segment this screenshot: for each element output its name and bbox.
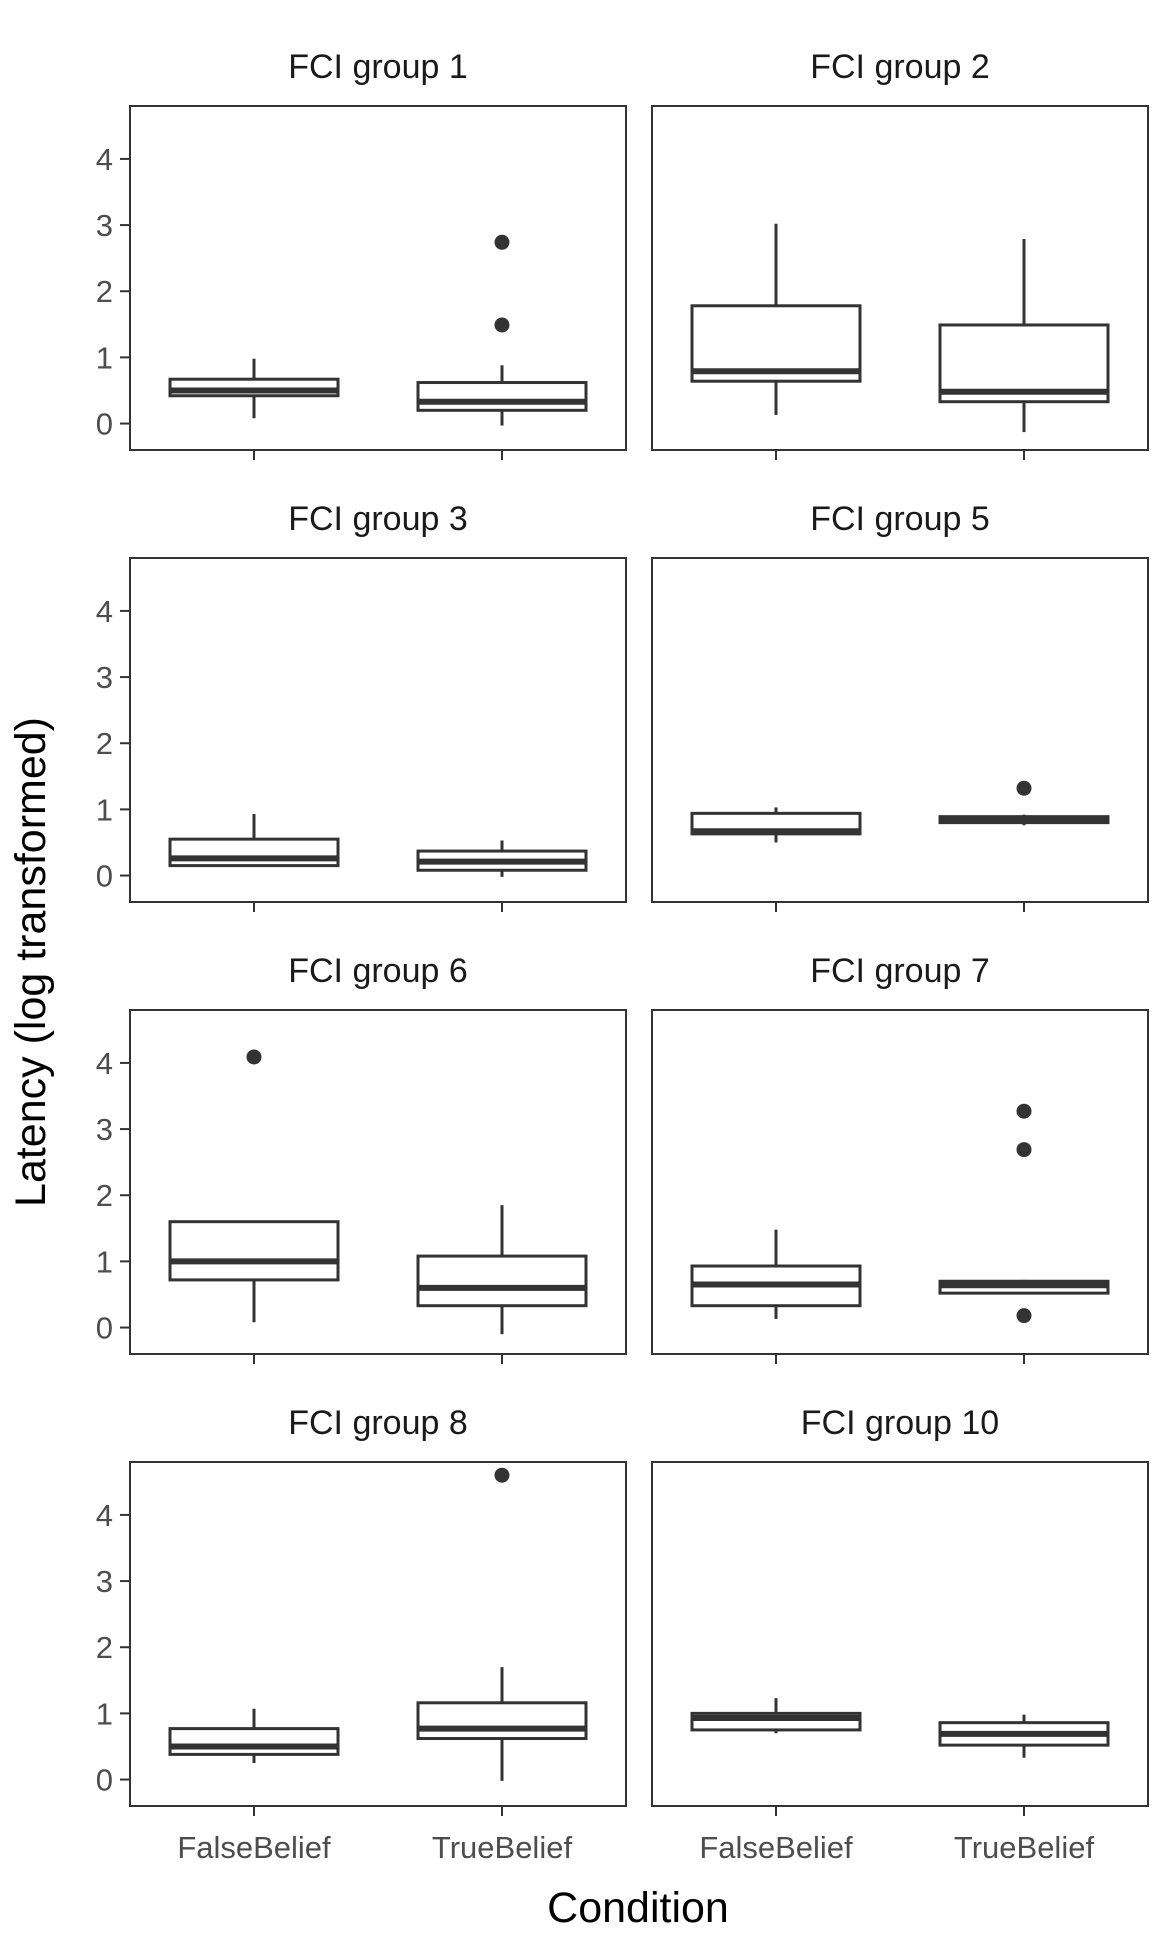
y-tick-label: 1	[96, 792, 113, 827]
box-truebelief	[938, 1714, 1110, 1758]
iqr-box	[168, 1220, 340, 1282]
panel-border	[651, 1461, 1149, 1807]
box-falsebelief	[690, 1698, 862, 1734]
y-tick-label: 3	[96, 1112, 113, 1147]
panel-3: FCI group 3 0 1 2 3 4	[96, 500, 627, 912]
box-falsebelief	[168, 814, 340, 868]
y-tick-label: 0	[96, 407, 113, 442]
y-tick-label: 1	[96, 1696, 113, 1731]
panel-border	[651, 557, 1149, 903]
y-tick-label: 0	[96, 1763, 113, 1798]
y-tick-label: 2	[96, 274, 113, 309]
y-tick-label: 1	[96, 1244, 113, 1279]
box-truebelief	[938, 1103, 1110, 1324]
panel-5: FCI group 6 0 1 2 3 4	[96, 952, 627, 1364]
outlier-point	[494, 317, 510, 333]
iqr-box	[168, 1727, 340, 1756]
panel-title: FCI group 5	[810, 500, 990, 538]
y-tick-label: 0	[96, 859, 113, 894]
box-truebelief	[938, 238, 1110, 433]
box-falsebelief	[168, 1049, 340, 1323]
iqr-box	[416, 1701, 588, 1741]
y-tick-label: 1	[96, 340, 113, 375]
x-tick-label: FalseBelief	[177, 1830, 331, 1865]
box-falsebelief	[690, 223, 862, 415]
iqr-box	[168, 837, 340, 868]
y-tick-label: 2	[96, 1630, 113, 1665]
iqr-box	[416, 1254, 588, 1308]
y-tick-label: 3	[96, 208, 113, 243]
panel-border	[129, 1009, 627, 1355]
box-falsebelief	[690, 1229, 862, 1319]
y-tick-label: 3	[96, 660, 113, 695]
outlier-point	[1016, 1142, 1032, 1158]
panel-border	[651, 1009, 1149, 1355]
x-axis-title: Condition	[547, 1884, 729, 1932]
y-tick-label: 4	[96, 142, 113, 177]
x-tick-label: FalseBelief	[699, 1830, 853, 1865]
panel-border	[129, 557, 627, 903]
panel-2: FCI group 2	[651, 48, 1149, 460]
panel-title: FCI group 3	[288, 500, 468, 538]
y-tick-label: 0	[96, 1311, 113, 1346]
outlier-point	[494, 1467, 510, 1483]
box-falsebelief	[168, 358, 340, 419]
panel-1: FCI group 1 0 1 2 3 4	[96, 48, 627, 460]
box-falsebelief	[690, 807, 862, 843]
box-truebelief	[416, 234, 588, 426]
outlier-point	[246, 1049, 262, 1065]
iqr-box	[416, 381, 588, 412]
panel-border	[129, 105, 627, 451]
panel-title: FCI group 1	[288, 48, 468, 86]
panel-title: FCI group 7	[810, 952, 990, 990]
x-tick-label: TrueBelief	[432, 1830, 573, 1865]
panel-title: FCI group 10	[801, 1404, 999, 1442]
y-axis-title: Latency (log transformed)	[7, 717, 55, 1207]
y-tick-label: 4	[96, 1046, 113, 1081]
box-falsebelief	[168, 1708, 340, 1763]
x-tick-label: TrueBelief	[954, 1830, 1095, 1865]
box-truebelief	[416, 1467, 588, 1781]
panel-6: FCI group 7	[651, 952, 1149, 1364]
panel-title: FCI group 2	[810, 48, 990, 86]
panel-8: FCI group 10 FalseBelief TrueBelief	[651, 1404, 1149, 1865]
y-tick-label: 4	[96, 1498, 113, 1533]
panel-title: FCI group 8	[288, 1404, 468, 1442]
y-tick-label: 2	[96, 726, 113, 761]
box-truebelief	[938, 780, 1110, 826]
outlier-point	[1016, 780, 1032, 796]
outlier-point	[1016, 1103, 1032, 1119]
panel-4: FCI group 5	[651, 500, 1149, 912]
panel-7: FCI group 8 0 1 2 3 4 FalseBelief TrueBelief	[96, 1404, 627, 1865]
outlier-point	[494, 234, 510, 250]
outlier-point	[1016, 1308, 1032, 1324]
y-tick-label: 3	[96, 1564, 113, 1599]
y-tick-label: 4	[96, 594, 113, 629]
panel-border	[651, 105, 1149, 451]
panel-title: FCI group 6	[288, 952, 468, 990]
panel-border	[129, 1461, 627, 1807]
box-truebelief	[416, 840, 588, 877]
y-tick-label: 2	[96, 1178, 113, 1213]
box-truebelief	[416, 1205, 588, 1335]
